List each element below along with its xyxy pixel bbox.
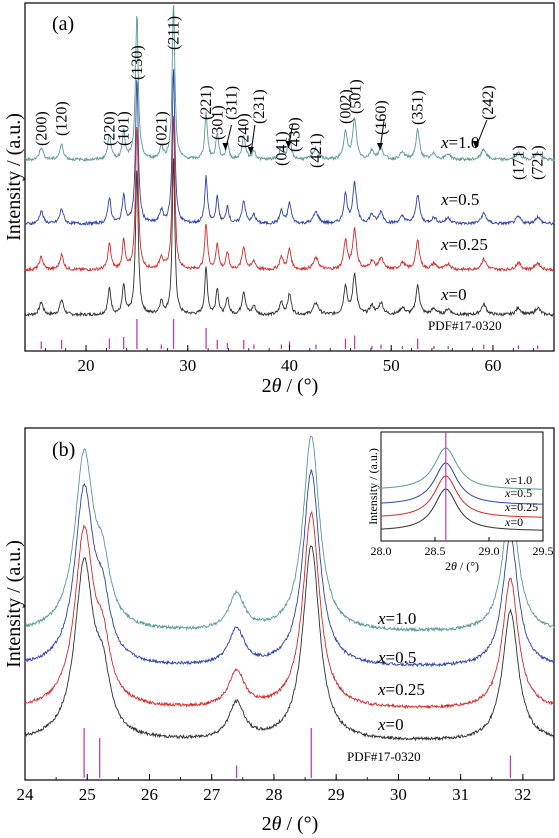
hkl-annotation: (160) [373, 100, 390, 135]
annotation-arrowhead [222, 143, 229, 150]
panel-a-label: (a) [52, 13, 74, 35]
hkl-annotation: (311) [224, 86, 241, 120]
annotation-arrowhead [247, 147, 254, 154]
inset-series-label: x=0 [504, 515, 523, 529]
series-line [24, 116, 555, 273]
hkl-annotation: (200) [33, 111, 50, 146]
annotation-arrowhead [377, 143, 384, 150]
inset-ylabel: Intensity / (a.u.) [366, 448, 380, 525]
hkl-annotation: (101) [116, 111, 133, 146]
series-line [24, 469, 555, 668]
hkl-annotation: (130) [129, 45, 146, 80]
panel-a: (a) PDF#17-0320 x=0 x=0.25 x=0.5 x=1.0 20 30 4… [3, 2, 555, 397]
x-tick-label: 27 [203, 785, 221, 804]
series-label: x=0 [440, 285, 467, 304]
panel-b-x-ticks: 24 25 26 27 28 29 30 31 32 [17, 774, 555, 804]
hkl-annotation: (021) [153, 111, 170, 146]
inset-series-line [381, 488, 543, 531]
hkl-annotation: (421) [308, 133, 325, 168]
panel-a-annotations: (200) (120) (220)(101) (130) (021) (211) (221)… [33, 16, 546, 180]
panel-b-ylabel: Intensity / (a.u.) [3, 540, 25, 668]
x-tick-label: 32 [514, 785, 531, 804]
panel-a-xlabel: 2θ / (°) [262, 375, 319, 397]
x-tick-label: 30 [179, 356, 196, 375]
hkl-annotation: (501) [348, 79, 365, 114]
hkl-annotation: (120) [54, 101, 71, 136]
hkl-annotation: (171) [510, 145, 527, 180]
series-label: x=1.0 [440, 133, 479, 152]
x-tick-label: 28 [265, 785, 282, 804]
hkl-annotation: (240) [236, 113, 253, 148]
series-label: x=0.5 [377, 648, 416, 667]
inset-series-label: x=0.5 [504, 486, 532, 500]
inset-series-line [381, 462, 543, 505]
series-line [24, 510, 555, 710]
panel-a-x-ticks: 20 30 40 50 60 [24, 345, 555, 375]
hkl-annotation: (231) [251, 89, 268, 124]
annotation-arrowhead [285, 141, 292, 148]
x-tick-label: 29 [328, 785, 345, 804]
reference-label: PDF#17-0320 [428, 318, 502, 333]
series-label: x=0 [377, 715, 404, 734]
series-line [24, 545, 555, 742]
series-line [24, 68, 555, 227]
hkl-annotation: (220) [101, 111, 118, 146]
series-line [24, 158, 555, 318]
panel-b-inset: 28.0 28.5 29.0 29.5 x=1.0x=0.5x=0.25x=0 2θ / … [366, 431, 554, 573]
panel-a-plot: PDF#17-0320 x=0 x=0.25 x=0.5 x=1.0 [24, 4, 555, 349]
hkl-annotation: (430) [287, 117, 304, 152]
inset-series-label: x=0.25 [504, 500, 538, 514]
inset-series-line [381, 447, 543, 490]
panel-a-frame [24, 2, 555, 352]
panel-b-frame [24, 427, 555, 781]
reference-label: PDF#17-0320 [347, 749, 421, 764]
hkl-annotation: (221) [198, 85, 215, 120]
hkl-annotation: (242) [480, 85, 497, 120]
x-tick-label: 31 [452, 785, 469, 804]
hkl-annotation: (721) [530, 145, 547, 180]
hkl-annotation: (041) [273, 131, 290, 166]
inset-series-label: x=1.0 [504, 473, 532, 487]
x-tick-label: 30 [390, 785, 407, 804]
panel-b-xlabel: 2θ / (°) [262, 813, 319, 835]
inset-x-tick-label: 28.5 [425, 544, 446, 558]
inset-xlabel: 2θ / (°) [445, 559, 479, 573]
inset-x-tick-label: 29.5 [533, 544, 554, 558]
x-tick-label: 40 [281, 356, 298, 375]
series-line [24, 435, 555, 633]
series-label: x=0.25 [440, 235, 488, 254]
x-tick-label: 25 [79, 785, 96, 804]
series-label: x=1.0 [377, 609, 416, 628]
hkl-annotation: (211) [166, 16, 183, 50]
x-tick-label: 60 [484, 356, 501, 375]
panel-b-label: (b) [52, 439, 75, 461]
hkl-annotation: (301) [209, 105, 226, 140]
series-label: x=0.25 [377, 680, 425, 699]
x-tick-label: 50 [383, 356, 400, 375]
x-tick-label: 24 [17, 785, 35, 804]
inset-x-tick-label: 29.0 [479, 544, 500, 558]
hkl-annotation: (002) [337, 89, 354, 124]
hkl-annotation: (351) [410, 90, 427, 125]
series-line [24, 4, 555, 163]
inset-series-line [381, 475, 543, 518]
x-tick-label: 26 [141, 785, 158, 804]
x-tick-label: 20 [78, 356, 95, 375]
annotation-arrowhead [472, 141, 479, 148]
inset-x-tick-label: 28.0 [371, 544, 392, 558]
series-label: x=0.5 [440, 190, 479, 209]
panel-a-ylabel: Intensity / (a.u.) [3, 113, 25, 241]
